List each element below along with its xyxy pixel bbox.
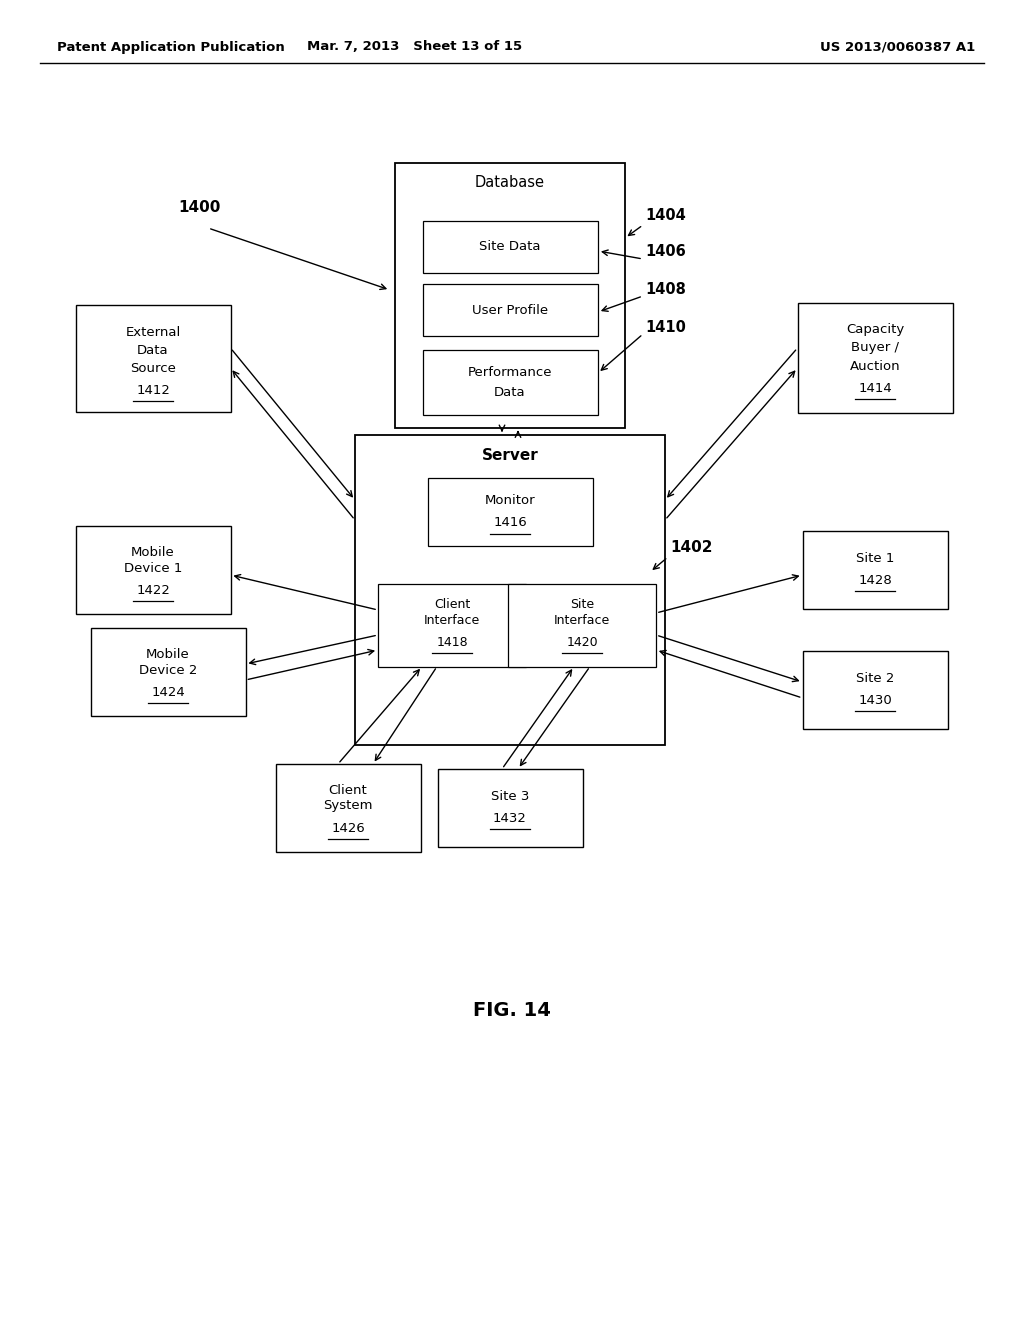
Text: 1410: 1410 xyxy=(645,321,686,335)
Text: Site 3: Site 3 xyxy=(490,789,529,803)
Text: 1422: 1422 xyxy=(136,583,170,597)
Bar xyxy=(395,162,625,428)
Text: Site 1: Site 1 xyxy=(856,552,894,565)
Text: 1418: 1418 xyxy=(436,635,468,648)
Text: 1402: 1402 xyxy=(670,540,713,554)
Text: Device 2: Device 2 xyxy=(139,664,198,676)
Text: 1404: 1404 xyxy=(645,207,686,223)
Text: Site: Site xyxy=(570,598,594,611)
Bar xyxy=(90,628,246,715)
Text: FIG. 14: FIG. 14 xyxy=(473,1001,551,1019)
Text: 1400: 1400 xyxy=(178,199,220,214)
Text: Mobile: Mobile xyxy=(131,545,175,558)
Bar xyxy=(423,220,597,273)
Text: 1420: 1420 xyxy=(566,635,598,648)
Text: Patent Application Publication: Patent Application Publication xyxy=(57,41,285,54)
Bar xyxy=(803,651,947,729)
Text: 1406: 1406 xyxy=(645,244,686,260)
Text: 1424: 1424 xyxy=(152,685,185,698)
Bar xyxy=(803,531,947,609)
Bar xyxy=(423,284,597,337)
Bar xyxy=(275,764,421,851)
Text: Mar. 7, 2013   Sheet 13 of 15: Mar. 7, 2013 Sheet 13 of 15 xyxy=(307,41,522,54)
Text: External: External xyxy=(125,326,180,338)
Text: 1426: 1426 xyxy=(331,821,365,834)
Text: Interface: Interface xyxy=(424,615,480,627)
Text: Source: Source xyxy=(130,362,176,375)
Text: 1432: 1432 xyxy=(494,812,527,825)
Text: Client: Client xyxy=(434,598,470,611)
Text: Buyer /: Buyer / xyxy=(851,342,899,355)
Bar xyxy=(423,350,597,414)
Bar xyxy=(427,478,593,546)
Text: Server: Server xyxy=(481,447,539,462)
Text: 1430: 1430 xyxy=(858,693,892,706)
Text: 1414: 1414 xyxy=(858,381,892,395)
Bar xyxy=(437,770,583,847)
Text: User Profile: User Profile xyxy=(472,304,548,317)
Bar xyxy=(76,525,230,614)
Text: 1428: 1428 xyxy=(858,573,892,586)
Bar xyxy=(508,583,656,667)
Text: Capacity: Capacity xyxy=(846,323,904,337)
Bar xyxy=(798,304,952,413)
Text: Site Data: Site Data xyxy=(479,240,541,253)
Text: Device 1: Device 1 xyxy=(124,561,182,574)
Text: Auction: Auction xyxy=(850,359,900,372)
Text: Site 2: Site 2 xyxy=(856,672,894,685)
Text: US 2013/0060387 A1: US 2013/0060387 A1 xyxy=(820,41,975,54)
Text: System: System xyxy=(324,800,373,813)
Text: 1412: 1412 xyxy=(136,384,170,396)
Text: Mobile: Mobile xyxy=(146,648,189,660)
Text: Performance: Performance xyxy=(468,366,552,379)
Text: Data: Data xyxy=(495,385,525,399)
Text: Interface: Interface xyxy=(554,615,610,627)
Text: Database: Database xyxy=(475,176,545,190)
Text: Monitor: Monitor xyxy=(484,494,536,507)
Text: 1416: 1416 xyxy=(494,516,527,528)
Bar xyxy=(76,305,230,412)
Bar xyxy=(378,583,526,667)
Text: Client: Client xyxy=(329,784,368,796)
Bar xyxy=(355,436,665,744)
Text: 1408: 1408 xyxy=(645,282,686,297)
Text: Data: Data xyxy=(137,343,169,356)
